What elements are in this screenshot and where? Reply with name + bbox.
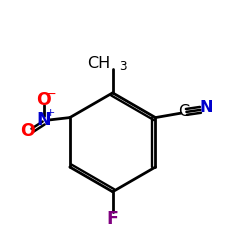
Text: +: +	[46, 108, 56, 118]
Text: N: N	[199, 100, 213, 116]
Text: O: O	[20, 122, 35, 140]
Text: F: F	[107, 210, 118, 228]
Text: CH: CH	[87, 56, 110, 71]
Text: 3: 3	[119, 60, 126, 73]
Text: O: O	[36, 91, 51, 109]
Text: C: C	[178, 104, 189, 119]
Text: N: N	[36, 111, 51, 129]
Text: −: −	[46, 88, 56, 101]
